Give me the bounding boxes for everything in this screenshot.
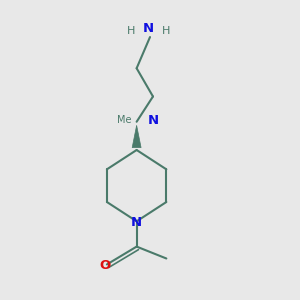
Text: N: N [147, 114, 158, 127]
Text: N: N [131, 216, 142, 229]
Text: N: N [143, 22, 154, 35]
Polygon shape [132, 125, 141, 148]
Text: H: H [127, 26, 135, 35]
Text: Me: Me [118, 115, 132, 125]
Text: O: O [99, 260, 110, 272]
Text: H: H [162, 26, 170, 35]
